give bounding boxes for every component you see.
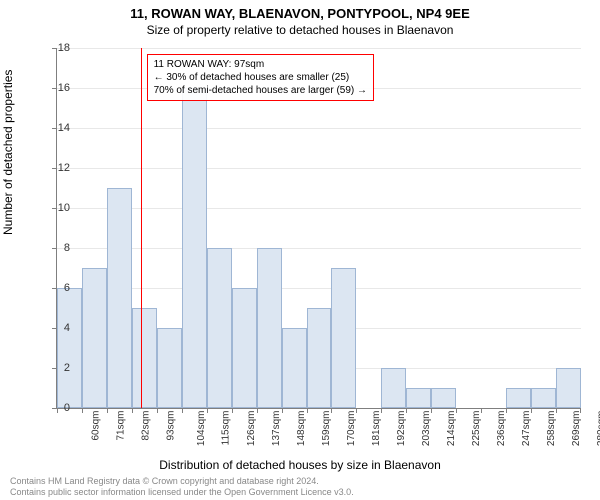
histogram-bar xyxy=(406,388,431,408)
x-axis-label: Distribution of detached houses by size … xyxy=(0,458,600,472)
histogram-bar xyxy=(132,308,157,408)
x-tick-mark xyxy=(107,408,108,413)
y-tick-label: 2 xyxy=(50,362,70,374)
x-tick-mark xyxy=(580,408,581,413)
annotation-box: 11 ROWAN WAY: 97sqm← 30% of detached hou… xyxy=(147,54,374,101)
x-tick-label: 93sqm xyxy=(166,411,177,441)
y-tick-label: 0 xyxy=(50,402,70,414)
x-tick-mark xyxy=(207,408,208,413)
x-tick-mark xyxy=(556,408,557,413)
x-tick-label: 159sqm xyxy=(321,411,332,447)
x-tick-label: 148sqm xyxy=(296,411,307,447)
copyright-text: Contains HM Land Registry data © Crown c… xyxy=(10,476,354,498)
x-tick-label: 192sqm xyxy=(396,411,407,447)
y-axis-label: Number of detached properties xyxy=(1,70,15,235)
x-tick-mark xyxy=(481,408,482,413)
x-tick-mark xyxy=(506,408,507,413)
y-tick-label: 8 xyxy=(50,242,70,254)
x-tick-mark xyxy=(182,408,183,413)
x-tick-mark xyxy=(331,408,332,413)
x-tick-label: 71sqm xyxy=(116,411,127,441)
histogram-bar xyxy=(282,328,307,408)
y-tick-label: 16 xyxy=(50,82,70,94)
histogram-bar xyxy=(57,288,82,408)
x-tick-mark xyxy=(82,408,83,413)
x-tick-mark xyxy=(531,408,532,413)
grid-line xyxy=(57,248,581,249)
histogram-bar xyxy=(506,388,531,408)
reference-line xyxy=(141,48,142,408)
chart-subtitle: Size of property relative to detached ho… xyxy=(0,21,600,37)
x-tick-label: 115sqm xyxy=(221,411,232,446)
histogram-bar xyxy=(207,248,232,408)
x-tick-label: 225sqm xyxy=(471,411,482,447)
grid-line xyxy=(57,208,581,209)
x-tick-label: 236sqm xyxy=(496,411,507,447)
histogram-bar xyxy=(307,308,332,408)
x-tick-label: 181sqm xyxy=(371,411,382,447)
y-tick-label: 4 xyxy=(50,322,70,334)
x-tick-label: 60sqm xyxy=(91,411,102,441)
x-tick-mark xyxy=(381,408,382,413)
chart-title: 11, ROWAN WAY, BLAENAVON, PONTYPOOL, NP4… xyxy=(0,0,600,21)
x-tick-label: 104sqm xyxy=(196,411,207,447)
x-tick-mark xyxy=(132,408,133,413)
y-tick-label: 18 xyxy=(50,42,70,54)
x-tick-mark xyxy=(406,408,407,413)
histogram-bar xyxy=(107,188,132,408)
histogram-bar xyxy=(331,268,356,408)
histogram-bar xyxy=(82,268,107,408)
x-tick-mark xyxy=(257,408,258,413)
grid-line xyxy=(57,168,581,169)
grid-line xyxy=(57,288,581,289)
y-tick-label: 6 xyxy=(50,282,70,294)
x-tick-mark xyxy=(157,408,158,413)
x-tick-label: 258sqm xyxy=(546,411,557,447)
histogram-bar xyxy=(232,288,257,408)
histogram-bar xyxy=(157,328,182,408)
x-tick-label: 126sqm xyxy=(246,411,257,447)
y-tick-label: 14 xyxy=(50,122,70,134)
x-tick-label: 82sqm xyxy=(141,411,152,441)
grid-line xyxy=(57,128,581,129)
x-tick-label: 214sqm xyxy=(446,411,457,447)
x-tick-label: 280sqm xyxy=(596,411,600,447)
histogram-bar xyxy=(257,248,282,408)
annotation-line: ← 30% of detached houses are smaller (25… xyxy=(154,71,367,84)
x-tick-label: 269sqm xyxy=(571,411,582,447)
x-tick-label: 203sqm xyxy=(421,411,432,447)
x-tick-mark xyxy=(456,408,457,413)
x-tick-mark xyxy=(307,408,308,413)
y-tick-label: 10 xyxy=(50,202,70,214)
histogram-bar xyxy=(182,88,207,408)
grid-line xyxy=(57,48,581,49)
histogram-bar xyxy=(531,388,556,408)
annotation-line: 70% of semi-detached houses are larger (… xyxy=(154,84,367,97)
x-tick-mark xyxy=(232,408,233,413)
histogram-bar xyxy=(381,368,406,408)
histogram-bar xyxy=(556,368,581,408)
annotation-line: 11 ROWAN WAY: 97sqm xyxy=(154,58,367,71)
x-tick-label: 170sqm xyxy=(346,411,357,447)
x-tick-label: 137sqm xyxy=(271,411,282,447)
plot-area: 60sqm71sqm82sqm93sqm104sqm115sqm126sqm13… xyxy=(56,48,581,409)
y-tick-label: 12 xyxy=(50,162,70,174)
x-tick-label: 247sqm xyxy=(521,411,532,447)
x-tick-mark xyxy=(431,408,432,413)
x-tick-mark xyxy=(282,408,283,413)
histogram-bar xyxy=(431,388,456,408)
x-tick-mark xyxy=(356,408,357,413)
